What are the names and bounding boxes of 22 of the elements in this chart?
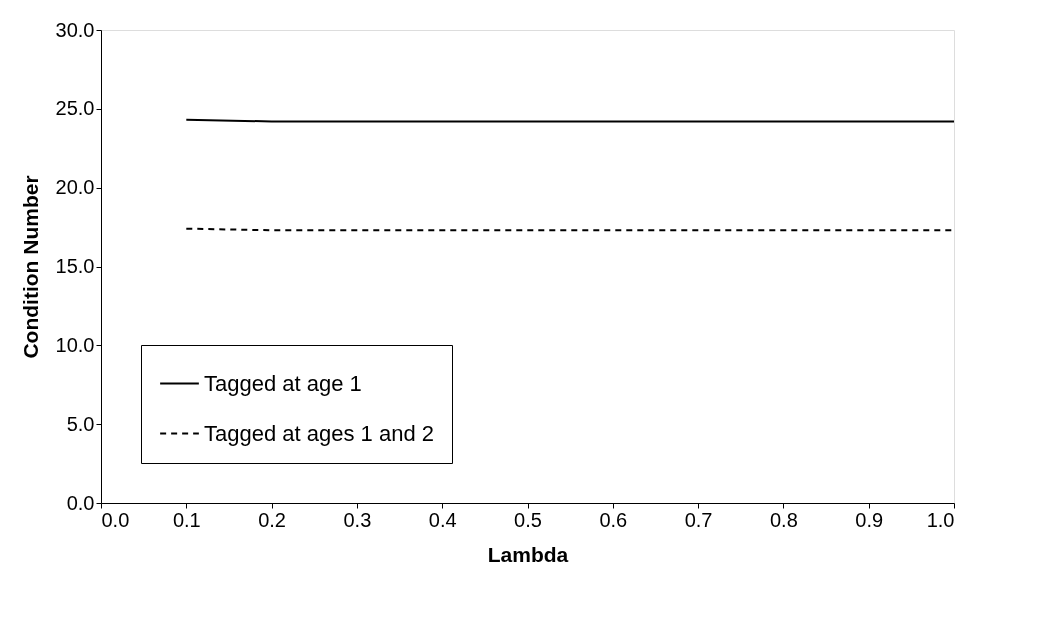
y-tick-label: 20.0 [55,176,95,199]
y-tick-label: 0.0 [66,491,95,514]
y-tick-label: 30.0 [55,18,95,41]
y-tick-label: 25.0 [55,97,95,120]
x-tick-label: 0.4 [428,508,457,531]
legend-label: Tagged at age 1 [204,370,362,396]
x-tick-label: 0.5 [514,508,542,531]
x-tick-label: 0.9 [855,508,884,531]
x-axis-title: Lambda [487,542,569,566]
x-tick-label: 0.6 [599,508,628,531]
x-tick-label: 1.0 [926,508,955,531]
x-tick-label: 0.0 [101,508,130,531]
y-tick-label: 5.0 [66,412,95,435]
x-tick-label: 0.8 [769,508,798,531]
y-axis-title: Condition Number [18,175,42,359]
x-tick-label: 0.2 [258,508,287,531]
y-tick-label: 10.0 [55,333,95,356]
x-tick-label: 0.3 [343,508,372,531]
x-tick-label: 0.7 [684,508,713,531]
x-tick-label: 0.1 [172,508,201,531]
legend-label: Tagged at ages 1 and 2 [204,420,434,446]
y-tick-label: 15.0 [55,255,95,277]
